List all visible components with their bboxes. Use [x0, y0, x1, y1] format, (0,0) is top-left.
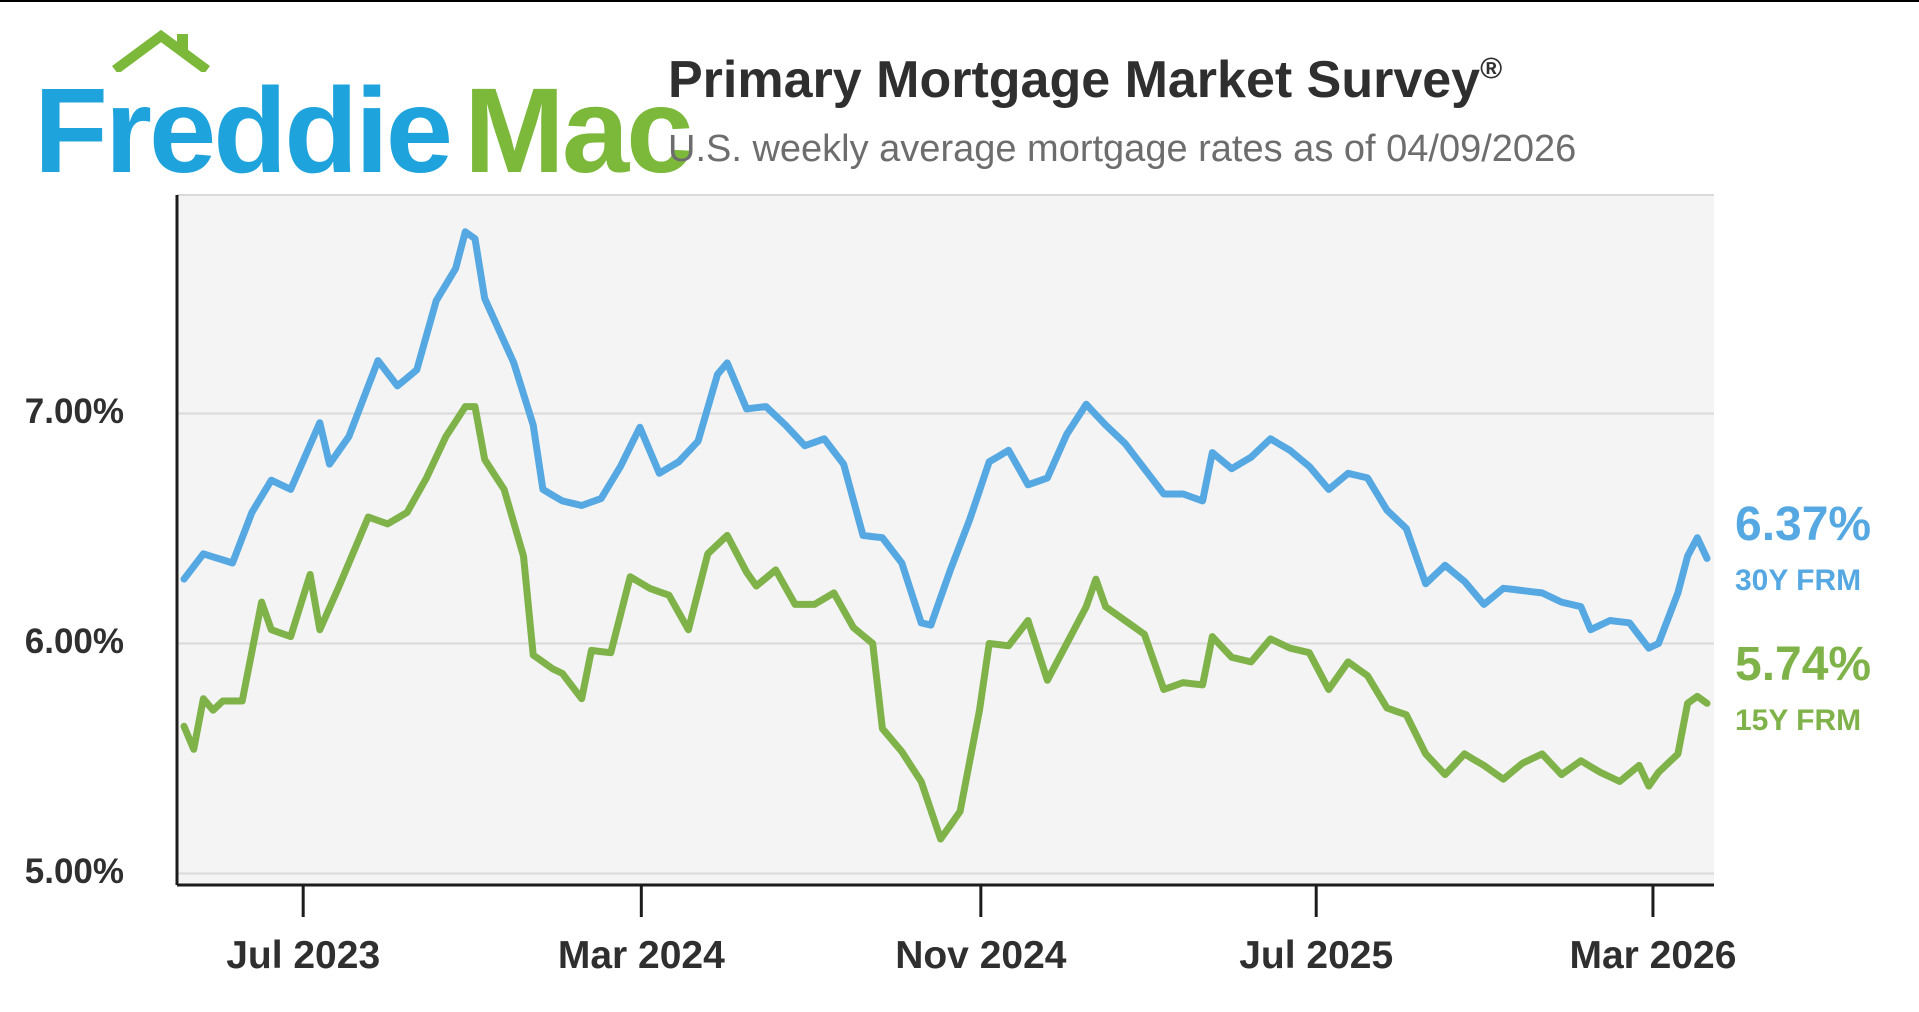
x-tick-label: Jul 2025 [1239, 934, 1393, 977]
gridlines [177, 194, 1714, 875]
series-line-30y-frm [180, 228, 1711, 652]
end-value-label: 6.37% [1735, 498, 1871, 551]
y-tick-label: 5.00% [25, 852, 124, 891]
x-tick-label: Mar 2024 [558, 934, 725, 977]
series-name-label: 30Y FRM [1735, 564, 1861, 597]
end-labels: 6.37% 30Y FRM 5.74% 15Y FRM [1735, 498, 1871, 737]
y-tick-label: 6.00% [25, 622, 124, 661]
series-name-label: 15Y FRM [1735, 704, 1861, 737]
series-layer [180, 228, 1711, 843]
series-line-15y-frm [180, 403, 1711, 843]
logo-wordmark: Freddie Mac [34, 70, 693, 191]
chart-title: Primary Mortgage Market Survey® [668, 50, 1502, 110]
registered-mark: ® [1480, 52, 1503, 86]
end-value-label: 5.74% [1735, 638, 1871, 691]
logo-freddie-text: Freddie [34, 62, 453, 198]
x-tick-label: Mar 2026 [1569, 934, 1736, 977]
y-tick-label: 7.00% [25, 392, 124, 431]
plot-background [177, 195, 1714, 885]
house-roof-icon [112, 30, 210, 72]
freddie-mac-logo: Freddie Mac [34, 30, 693, 191]
x-tick-label: Jul 2023 [226, 934, 380, 977]
top-border [0, 0, 1919, 2]
chart-title-text: Primary Mortgage Market Survey [668, 51, 1481, 109]
chart-subtitle: U.S. weekly average mortgage rates as of… [668, 128, 1577, 170]
tick-labels: 5.00% 6.00% 7.00% Jul 2023 Mar 2024 Nov 2024 J… [25, 392, 1737, 977]
x-tick-label: Nov 2024 [895, 934, 1067, 977]
axes [175, 195, 1714, 917]
logo-mac-text: Mac [464, 62, 693, 198]
